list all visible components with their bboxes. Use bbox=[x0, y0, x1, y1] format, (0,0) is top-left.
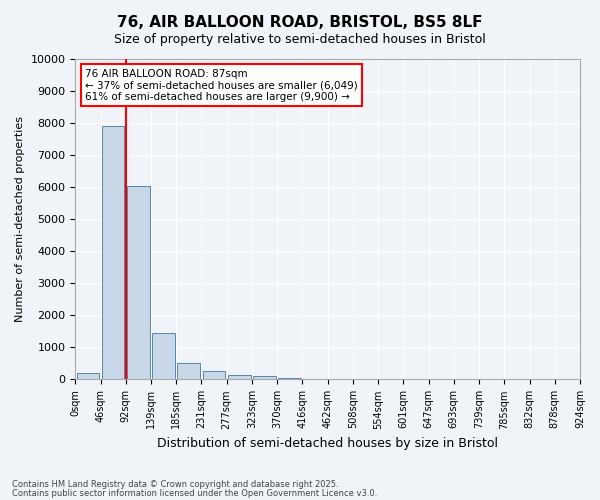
Bar bbox=[203, 372, 226, 380]
X-axis label: Distribution of semi-detached houses by size in Bristol: Distribution of semi-detached houses by … bbox=[157, 437, 498, 450]
Bar bbox=[178, 364, 200, 380]
Bar bbox=[278, 378, 301, 380]
Y-axis label: Number of semi-detached properties: Number of semi-detached properties bbox=[15, 116, 25, 322]
Bar bbox=[228, 374, 251, 380]
Bar bbox=[253, 376, 276, 380]
Text: Contains public sector information licensed under the Open Government Licence v3: Contains public sector information licen… bbox=[12, 488, 377, 498]
Text: Contains HM Land Registry data © Crown copyright and database right 2025.: Contains HM Land Registry data © Crown c… bbox=[12, 480, 338, 489]
Text: 76 AIR BALLOON ROAD: 87sqm
← 37% of semi-detached houses are smaller (6,049)
61%: 76 AIR BALLOON ROAD: 87sqm ← 37% of semi… bbox=[85, 68, 358, 102]
Bar bbox=[102, 126, 124, 380]
Bar bbox=[127, 186, 150, 380]
Text: 76, AIR BALLOON ROAD, BRISTOL, BS5 8LF: 76, AIR BALLOON ROAD, BRISTOL, BS5 8LF bbox=[117, 15, 483, 30]
Text: Size of property relative to semi-detached houses in Bristol: Size of property relative to semi-detach… bbox=[114, 32, 486, 46]
Bar bbox=[77, 373, 99, 380]
Bar bbox=[152, 333, 175, 380]
